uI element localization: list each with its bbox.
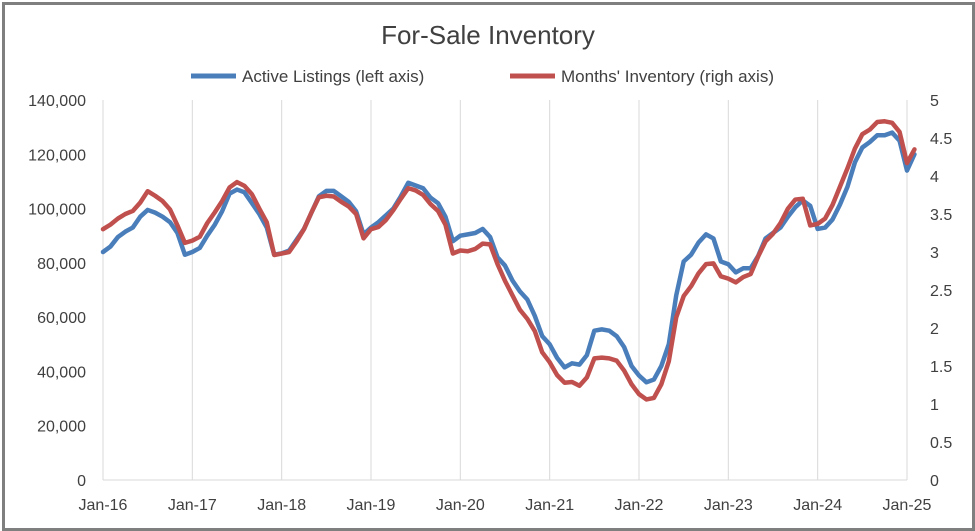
right-tick-label: 4 [930,169,939,186]
chart-title: For-Sale Inventory [381,20,595,50]
right-tick-label: 0.5 [930,435,952,452]
legend: Active Listings (left axis) Months' Inve… [191,67,774,86]
x-tick-label: Jan-25 [883,497,932,514]
left-tick-label: 40,000 [37,364,86,381]
left-tick-label: 80,000 [37,256,86,273]
series-lines [100,119,917,402]
left-tick-label: 120,000 [28,147,86,164]
right-tick-label: 4.5 [930,131,952,148]
left-axis-ticks: 0 20,000 40,000 60,000 80,000 100,000 120,000 1… [28,93,86,490]
x-tick-label: Jan-22 [615,497,664,514]
right-axis-ticks: 0 0.5 1 1.5 2 2.5 3 3.5 4 4.5 5 [930,93,952,490]
active-listings-line [100,130,917,385]
x-tick-label: Jan-24 [793,497,842,514]
right-tick-label: 3.5 [930,207,952,224]
right-tick-label: 2 [930,321,939,338]
right-tick-label: 0 [930,473,939,490]
x-tick-label: Jan-18 [257,497,306,514]
left-tick-label: 140,000 [28,93,86,110]
right-tick-label: 5 [930,93,939,110]
left-tick-label: 20,000 [37,419,86,436]
x-tick-label: Jan-17 [168,497,217,514]
legend-label-active-listings: Active Listings (left axis) [242,67,424,86]
x-tick-label: Jan-23 [704,497,753,514]
right-tick-label: 1.5 [930,359,952,376]
left-tick-label: 0 [77,473,86,490]
left-tick-label: 100,000 [28,202,86,219]
right-tick-label: 1 [930,397,939,414]
right-tick-label: 2.5 [930,283,952,300]
x-tick-label: Jan-16 [79,497,128,514]
x-tick-label: Jan-21 [525,497,574,514]
right-tick-label: 3 [930,245,939,262]
x-tick-label: Jan-19 [347,497,396,514]
x-tick-label: Jan-20 [436,497,485,514]
left-tick-label: 60,000 [37,310,86,327]
x-axis-ticks: Jan-16 Jan-17 Jan-18 Jan-19 Jan-20 Jan-21 Jan-… [79,497,932,514]
gridlines [102,100,908,481]
months-inventory-line [100,119,917,402]
legend-label-months-inventory: Months' Inventory (righ axis) [561,67,774,86]
